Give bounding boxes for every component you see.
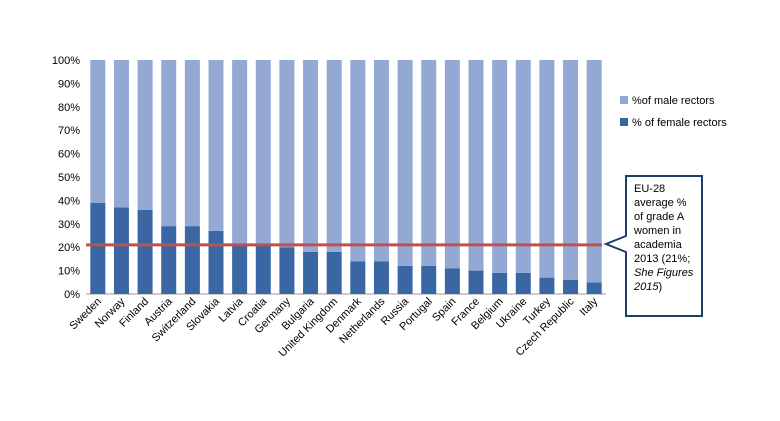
legend-label-female: % of female rectors xyxy=(632,117,727,129)
bar-male xyxy=(373,60,389,262)
y-tick-label: 70% xyxy=(58,125,80,137)
bar-male xyxy=(208,60,224,231)
bar-male xyxy=(397,60,413,266)
y-tick-label: 80% xyxy=(58,102,80,114)
legend-label-male: %of male rectors xyxy=(632,95,715,107)
bar-male xyxy=(563,60,579,280)
y-tick-label: 40% xyxy=(58,195,80,207)
bar-male xyxy=(444,60,460,269)
bar-male xyxy=(303,60,319,252)
legend-swatch-female xyxy=(620,118,628,126)
bar-female xyxy=(137,209,153,294)
bars xyxy=(90,60,602,294)
bar-female xyxy=(421,265,437,294)
bar-female xyxy=(255,244,271,294)
bar-female xyxy=(303,251,319,294)
bar-male xyxy=(421,60,437,266)
bar-male xyxy=(255,60,271,245)
bar-male xyxy=(161,60,177,227)
x-tick-label: Italy xyxy=(578,295,601,318)
bar-female xyxy=(279,247,295,294)
callout-box xyxy=(603,175,703,317)
bar-female xyxy=(586,282,602,294)
bar-female xyxy=(492,272,508,294)
bar-female xyxy=(373,261,389,294)
bar-male xyxy=(492,60,508,273)
y-tick-label: 90% xyxy=(58,78,80,90)
bar-female xyxy=(184,226,200,294)
bar-female xyxy=(232,244,248,294)
y-tick-label: 10% xyxy=(58,266,80,278)
bar-male xyxy=(279,60,295,248)
y-axis: 0% 10% 20% 30% 40% 50% 60% 70% 80% 90% 100% xyxy=(52,55,606,301)
bar-female xyxy=(539,277,555,294)
y-tick-label: 50% xyxy=(58,172,80,184)
bar-male xyxy=(113,60,129,208)
bar-female xyxy=(113,207,129,294)
bar-male xyxy=(232,60,248,245)
bar-female xyxy=(444,268,460,294)
bar-male xyxy=(515,60,531,273)
bar-male xyxy=(586,60,602,283)
bar-female xyxy=(90,202,106,294)
bar-male xyxy=(326,60,342,252)
y-tick-label: 60% xyxy=(58,149,80,161)
legend-swatch-male xyxy=(620,96,628,104)
bar-female xyxy=(161,226,177,294)
bar-male xyxy=(539,60,555,278)
bar-female xyxy=(326,251,342,294)
legend: %of male rectors % of female rectors xyxy=(620,95,727,129)
bar-female xyxy=(350,261,366,294)
bar-male xyxy=(137,60,153,210)
y-tick-label: 100% xyxy=(52,55,80,67)
bar-female xyxy=(208,230,224,294)
bar-female xyxy=(468,270,484,294)
y-tick-label: 30% xyxy=(58,219,80,231)
bar-male xyxy=(90,60,106,203)
bar-female xyxy=(563,279,579,294)
bar-male xyxy=(468,60,484,271)
y-tick-label: 20% xyxy=(58,242,80,254)
x-axis-labels: SwedenNorwayFinlandAustriaSwitzerlandSlo… xyxy=(67,295,600,359)
bar-male xyxy=(184,60,200,227)
bar-female xyxy=(397,265,413,294)
bar-male xyxy=(350,60,366,262)
y-tick-label: 0% xyxy=(64,289,80,301)
bar-female xyxy=(515,272,531,294)
